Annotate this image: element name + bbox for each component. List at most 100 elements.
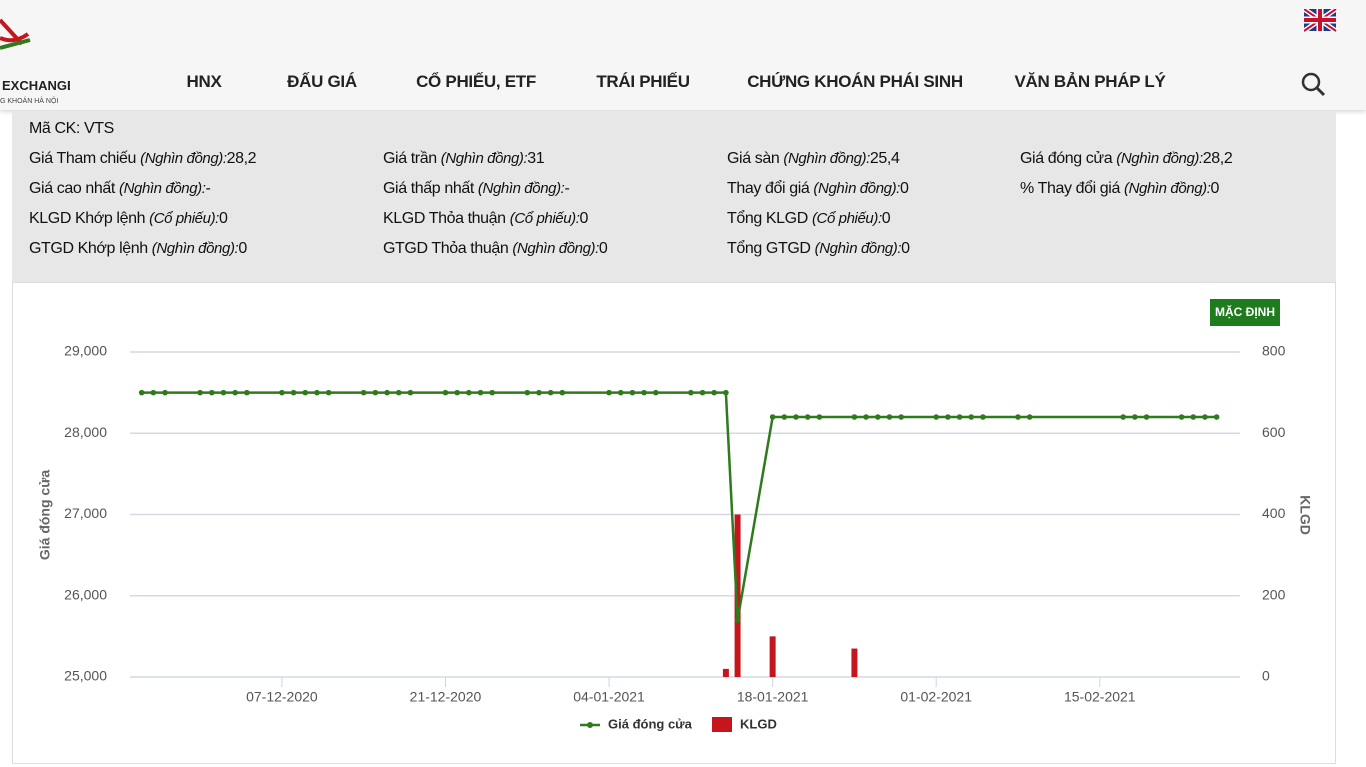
nav-item[interactable]: VĂN BẢN PHÁP LÝ: [1014, 72, 1166, 91]
nav-item[interactable]: CHỨNG KHOÁN PHÁI SINH: [747, 72, 963, 91]
field-value: -: [564, 180, 570, 197]
price-point: [454, 389, 460, 396]
field-value: VTS: [84, 120, 114, 137]
info-field: % Thay đổi giá (Nghìn đồng):0: [1020, 180, 1219, 198]
field-value: 0: [901, 240, 910, 257]
info-field: Giá thấp nhất (Nghìn đồng):-: [383, 180, 570, 198]
field-label: KLGD Thỏa thuận: [383, 210, 506, 227]
field-unit: (Nghìn đồng):: [151, 240, 239, 257]
field-value: 0: [218, 210, 228, 227]
default-button[interactable]: [1210, 299, 1280, 326]
field-unit: (Nghìn đồng):: [440, 150, 528, 167]
price-point: [641, 389, 647, 396]
price-point: [629, 389, 636, 396]
language-flag[interactable]: [1304, 9, 1338, 33]
price-point: [372, 389, 379, 396]
y2-tick-label: 0: [1262, 668, 1270, 684]
y-tick-label: 28,000: [64, 424, 107, 440]
y-tick-label: 27,000: [64, 505, 107, 521]
field-unit: (Nghìn đồng):: [1124, 180, 1211, 197]
nav-item[interactable]: TRÁI PHIẾU: [596, 72, 690, 91]
field-label: Mã CK:: [29, 120, 80, 137]
field-label: Thay đổi giá: [727, 180, 810, 197]
y2-tick-label: 600: [1262, 424, 1286, 440]
field-value: 28,2: [1202, 150, 1233, 167]
logo-text: EXCHANGE: [2, 78, 70, 93]
legend-marker[interactable]: [587, 722, 593, 728]
chart-panel: [12, 282, 1336, 764]
y2-tick-label: 200: [1262, 586, 1286, 602]
price-point: [816, 414, 823, 420]
price-point: [477, 389, 484, 396]
search-icon[interactable]: [1298, 70, 1328, 100]
default-button-label[interactable]: MẶC ĐỊNH: [1215, 304, 1275, 319]
price-point: [968, 414, 975, 420]
price-point: [208, 389, 215, 396]
x-tick-label: 21-12-2020: [410, 689, 482, 705]
logo[interactable]: EXCHANGE G KHOÁN HÀ NỘI: [0, 0, 70, 110]
price-point: [734, 617, 741, 623]
legend-label[interactable]: KLGD: [740, 716, 777, 731]
price-line: [141, 391, 1217, 621]
field-unit: (Nghìn đồng):: [477, 180, 565, 197]
field-value: 0: [598, 240, 608, 257]
info-field: Tổng GTGD (Nghìn đồng):0: [727, 240, 910, 258]
price-point: [1143, 414, 1150, 420]
x-tick-label: 04-01-2021: [573, 689, 645, 705]
field-unit: (Nghìn đồng):: [813, 180, 900, 197]
price-point: [395, 389, 402, 396]
nav-item[interactable]: CỔ PHIẾU, ETF: [416, 72, 536, 91]
price-point: [933, 414, 940, 420]
y-tick-label: 26,000: [64, 586, 107, 602]
price-point: [302, 389, 309, 396]
info-field: KLGD Thỏa thuận (Cổ phiếu):0: [383, 210, 588, 228]
price-point: [360, 389, 367, 396]
info-field: KLGD Khớp lệnh (Cổ phiếu):0: [29, 210, 228, 228]
price-point: [442, 389, 449, 396]
field-label: Giá sàn: [727, 150, 780, 167]
logo-subtext: G KHOÁN HÀ NỘI: [0, 96, 58, 105]
price-point: [290, 389, 297, 396]
field-unit: (Cổ phiếu):: [149, 210, 219, 227]
x-tick-label: 15-02-2021: [1064, 689, 1136, 705]
field-value: 0: [1210, 180, 1220, 197]
nav-item[interactable]: HNX: [186, 72, 222, 91]
field-label: GTGD Khớp lệnh: [29, 240, 148, 257]
field-value: 25,4: [869, 150, 900, 167]
info-field: GTGD Thỏa thuận (Nghìn đồng):0: [383, 240, 608, 258]
y-tick-label: 29,000: [64, 343, 107, 359]
price-point: [407, 389, 414, 396]
info-field: Giá cao nhất (Nghìn đồng):-: [29, 180, 211, 198]
field-label: Giá Tham chiếu: [29, 150, 137, 167]
volume-bar: [851, 648, 858, 677]
field-label: Tổng KLGD: [727, 210, 808, 227]
x-tick-label: 01-02-2021: [900, 689, 972, 705]
price-point: [863, 414, 869, 420]
price-point: [162, 389, 168, 396]
field-label: Giá trần: [383, 150, 437, 167]
price-point: [138, 389, 145, 396]
price-point: [314, 389, 320, 396]
header: EXCHANGE G KHOÁN HÀ NỘI HNX ĐẤU GIÁ CỔ P…: [0, 0, 1366, 110]
nav-item[interactable]: ĐẤU GIÁ: [287, 72, 357, 91]
field-value: -: [205, 180, 211, 197]
field-label: KLGD Khớp lệnh: [29, 210, 146, 227]
price-point: [980, 414, 986, 420]
field-unit: (Nghìn đồng):: [814, 240, 902, 257]
y2-axis-title: KLGD: [1297, 495, 1313, 535]
info-field: Thay đổi giá (Nghìn đồng):0: [727, 180, 909, 198]
price-point: [945, 414, 951, 420]
price-point: [150, 389, 157, 396]
price-point: [1132, 414, 1138, 420]
price-point: [793, 414, 799, 420]
legend-label[interactable]: Giá đóng cửa: [608, 716, 693, 731]
legend-swatch[interactable]: [712, 717, 732, 732]
price-point: [220, 389, 227, 396]
price-point: [956, 414, 963, 420]
price-point: [851, 414, 858, 420]
volume-bar: [769, 636, 776, 677]
field-value: 0: [579, 210, 589, 227]
price-point: [197, 389, 203, 396]
field-label: Giá thấp nhất: [383, 180, 474, 197]
y2-tick-label: 800: [1262, 343, 1286, 359]
